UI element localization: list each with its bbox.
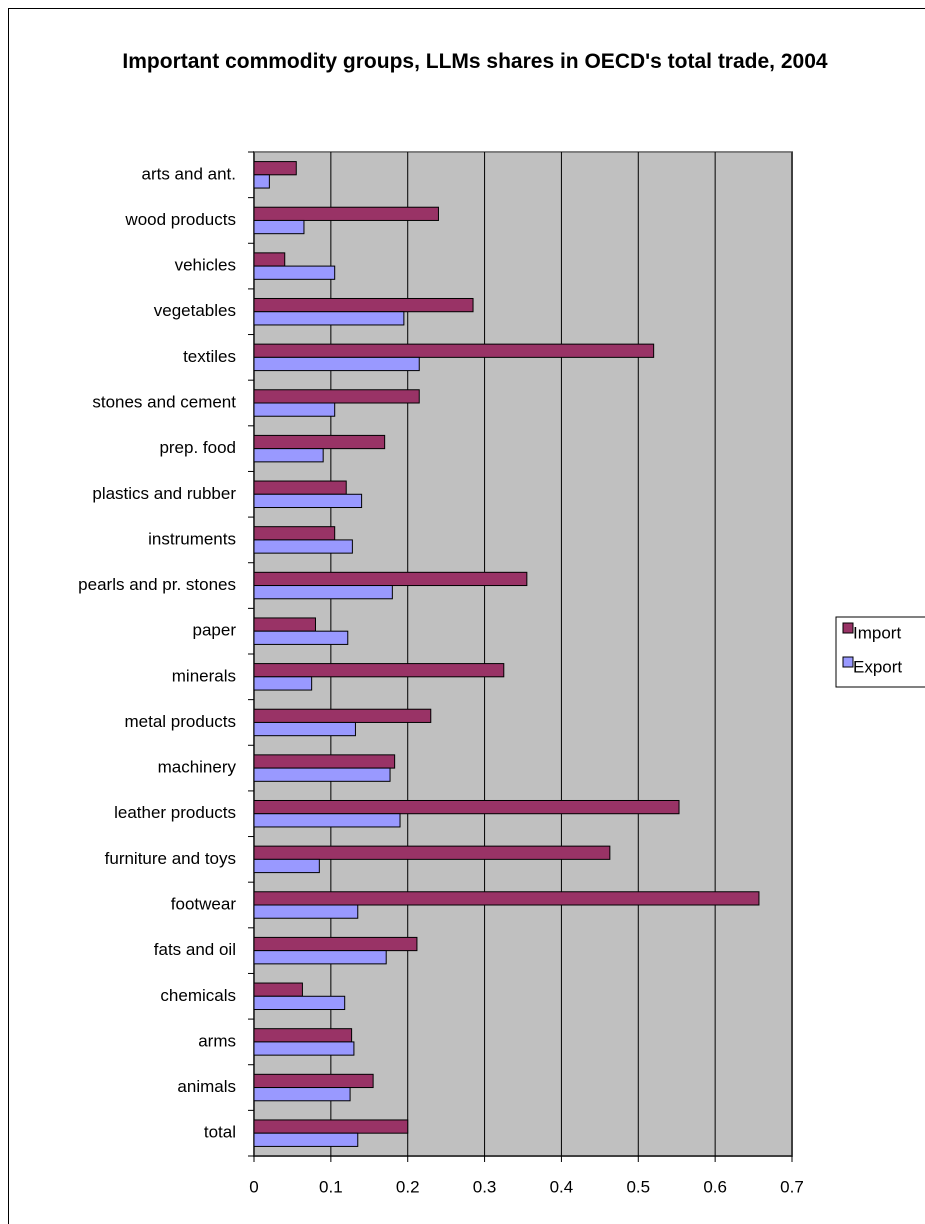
bar: [253, 858, 320, 874]
bar: [253, 1073, 374, 1089]
y-tick-label: vegetables: [154, 301, 236, 320]
y-tick-label: leather products: [114, 803, 236, 822]
bar: [253, 493, 363, 509]
x-tick-label: 0.4: [550, 1177, 574, 1196]
bar: [253, 936, 418, 952]
y-tick-label: textiles: [183, 347, 236, 366]
y-tick-label: arms: [198, 1031, 236, 1050]
bar: [253, 174, 270, 189]
y-tick-label: footwear: [171, 894, 237, 913]
y-tick-label: machinery: [158, 758, 237, 777]
bar: [253, 526, 336, 541]
bar: [253, 585, 393, 600]
x-tick-label: 0.2: [396, 1177, 420, 1196]
bar: [253, 721, 356, 737]
bar: [253, 265, 336, 280]
bar: [253, 206, 439, 221]
bar: [253, 995, 346, 1011]
y-tick-label: fats and oil: [154, 940, 236, 959]
x-tick-label: 0: [249, 1177, 258, 1196]
bar: [253, 389, 420, 404]
bar: [253, 434, 386, 450]
bar: [253, 219, 305, 235]
bar: [253, 1041, 355, 1056]
x-tick-label: 0.5: [626, 1177, 650, 1196]
y-tick-label: vehicles: [175, 256, 236, 275]
y-tick-label: furniture and toys: [105, 849, 236, 868]
bar: [253, 539, 353, 554]
bar: [253, 1087, 351, 1102]
bar: [253, 1028, 353, 1043]
y-tick-label: arts and ant.: [141, 164, 236, 183]
y-tick-label: metal products: [125, 712, 237, 731]
legend-label: Import: [853, 623, 901, 642]
legend-swatch: [842, 656, 854, 668]
y-tick-label: total: [204, 1123, 236, 1142]
bar: [253, 356, 420, 372]
bar: [253, 311, 405, 326]
bar: [253, 950, 387, 965]
bar: [253, 297, 474, 313]
bar: [253, 402, 336, 417]
bar: [253, 891, 760, 906]
bar: [253, 1132, 359, 1147]
bar: [253, 161, 297, 176]
bar: [253, 676, 313, 691]
bar: [253, 252, 286, 267]
bar: [253, 480, 347, 495]
bar: [253, 448, 324, 463]
bar: [253, 845, 611, 860]
bar: [253, 904, 359, 919]
bar: [253, 1119, 409, 1134]
y-tick-label: stones and cement: [92, 392, 236, 411]
y-tick-label: animals: [177, 1077, 236, 1096]
x-tick-label: 0.6: [703, 1177, 727, 1196]
bar: [253, 343, 655, 358]
bar: [253, 799, 680, 815]
chart-frame: [8, 8, 925, 1224]
bar: [253, 767, 391, 782]
chart-title: Important commodity groups, LLMs shares …: [122, 50, 828, 73]
y-tick-label: prep. food: [159, 438, 236, 457]
bar: [253, 754, 396, 769]
x-tick-label: 0.1: [319, 1177, 343, 1196]
bar: [253, 708, 432, 723]
x-tick-label: 0.7: [780, 1177, 804, 1196]
y-tick-label: minerals: [172, 666, 236, 685]
y-tick-label: pearls and pr. stones: [78, 575, 236, 594]
legend-label: Export: [853, 657, 902, 676]
x-tick-label: 0.3: [473, 1177, 497, 1196]
y-tick-label: instruments: [148, 529, 236, 548]
bar: [253, 617, 316, 632]
y-tick-label: plastics and rubber: [92, 484, 236, 503]
bar: [253, 571, 528, 587]
y-tick-label: chemicals: [160, 986, 236, 1005]
bar: [253, 663, 505, 678]
bar: [253, 630, 349, 645]
bar: [253, 982, 303, 997]
y-tick-label: paper: [193, 621, 237, 640]
legend-swatch: [842, 622, 854, 634]
bar: [253, 813, 401, 828]
y-tick-label: wood products: [124, 210, 236, 229]
